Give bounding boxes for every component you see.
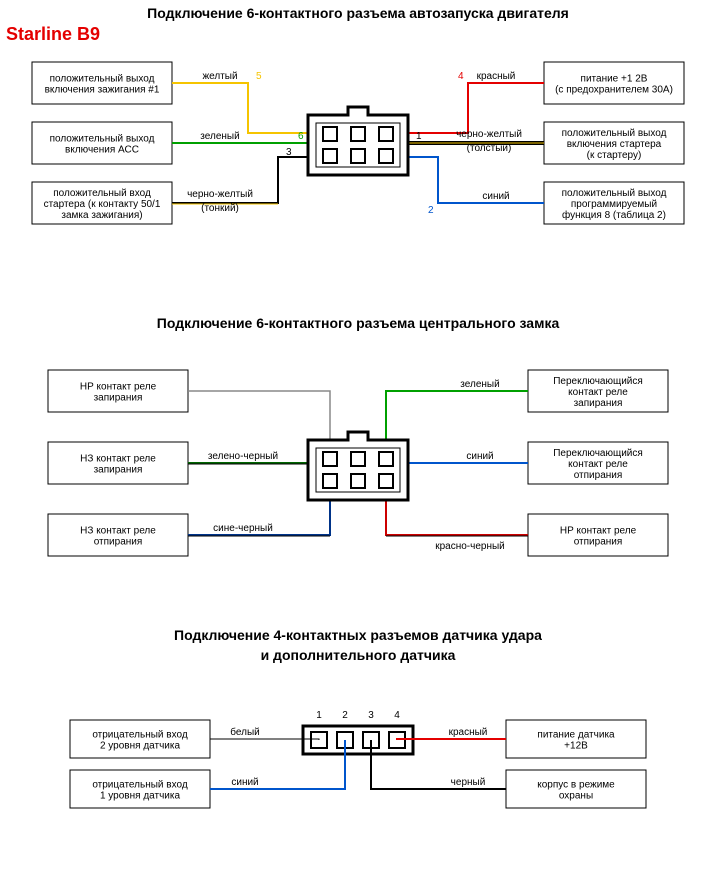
svg-text:(с предохранителем 30А): (с предохранителем 30А) (555, 85, 673, 96)
svg-text:НЗ контакт реле: НЗ контакт реле (80, 454, 156, 465)
svg-text:отрицательный вход: отрицательный вход (92, 730, 187, 741)
svg-text:1: 1 (416, 131, 422, 142)
svg-text:4: 4 (458, 71, 464, 82)
svg-text:синий: синий (482, 191, 509, 202)
svg-text:запирания: запирания (94, 465, 143, 476)
svg-text:6: 6 (298, 131, 304, 142)
svg-text:положительный выход: положительный выход (562, 128, 667, 139)
svg-text:корпус в режиме: корпус в режиме (537, 780, 615, 791)
svg-text:3: 3 (286, 147, 292, 158)
svg-text:стартера (к контакту 50/1: стартера (к контакту 50/1 (44, 199, 161, 210)
svg-text:запирания: запирания (574, 398, 623, 409)
svg-text:2: 2 (342, 710, 348, 721)
svg-text:охраны: охраны (559, 791, 593, 802)
svg-text:сине-черный: сине-черный (213, 523, 273, 534)
svg-text:питание датчика: питание датчика (537, 730, 615, 741)
svg-text:белый: белый (230, 726, 259, 738)
svg-text:зеленый: зеленый (200, 131, 239, 142)
svg-text:3: 3 (368, 710, 374, 721)
svg-text:(толстый): (толстый) (467, 143, 512, 154)
svg-text:черно-желтый: черно-желтый (456, 129, 522, 140)
svg-text:отпирания: отпирания (94, 537, 143, 548)
svg-text:НР контакт реле: НР контакт реле (80, 382, 157, 393)
svg-text:красно-черный: красно-черный (435, 541, 505, 552)
svg-text:положительный выход: положительный выход (50, 134, 155, 145)
brand-label: Starline B9 (6, 24, 100, 44)
svg-text:красный: красный (449, 727, 488, 738)
svg-text:4: 4 (394, 710, 400, 721)
svg-text:включения АСС: включения АСС (65, 145, 139, 156)
svg-text:2 уровня датчика: 2 уровня датчика (100, 741, 181, 752)
svg-text:зеленый: зеленый (460, 379, 499, 390)
svg-text:функция 8 (таблица 2): функция 8 (таблица 2) (562, 209, 666, 221)
svg-text:синий: синий (231, 777, 258, 788)
svg-text:НЗ контакт реле: НЗ контакт реле (80, 526, 156, 537)
svg-text:1: 1 (316, 710, 322, 721)
wiring-diagram: Подключение 6-контактного разъема автоза… (0, 0, 716, 879)
svg-text:5: 5 (256, 71, 262, 82)
svg-text:отпирания: отпирания (574, 537, 623, 548)
section1-title: Подключение 6-контактного разъема автоза… (147, 5, 569, 21)
svg-text:2: 2 (428, 205, 434, 216)
svg-text:Переключающийся: Переключающийся (553, 448, 643, 459)
svg-text:положительный выход: положительный выход (562, 188, 667, 199)
svg-text:желтый: желтый (202, 71, 237, 82)
svg-text:положительный вход: положительный вход (53, 188, 151, 199)
svg-text:контакт реле: контакт реле (568, 459, 628, 470)
svg-text:зелено-черный: зелено-черный (208, 451, 278, 462)
svg-text:+12В: +12В (564, 741, 588, 752)
svg-text:отпирания: отпирания (574, 470, 623, 481)
svg-text:синий: синий (466, 451, 493, 462)
svg-text:включения зажигания #1: включения зажигания #1 (45, 85, 160, 96)
svg-text:Переключающийся: Переключающийся (553, 376, 643, 387)
svg-text:черно-желтый: черно-желтый (187, 189, 253, 200)
svg-text:(тонкий): (тонкий) (201, 203, 239, 214)
svg-text:запирания: запирания (94, 393, 143, 404)
svg-text:замка зажигания): замка зажигания) (61, 210, 142, 221)
svg-text:положительный выход: положительный выход (50, 74, 155, 85)
svg-text:1 уровня датчика: 1 уровня датчика (100, 791, 181, 802)
section3-title-2: и дополнительного датчика (261, 647, 456, 663)
svg-text:красный: красный (477, 71, 516, 82)
svg-text:отрицательный вход: отрицательный вход (92, 780, 187, 791)
svg-text:питание +1 2В: питание +1 2В (581, 74, 648, 85)
svg-text:черный: черный (451, 777, 486, 788)
svg-text:программируемый: программируемый (571, 199, 657, 210)
section3-title-1: Подключение 4-контактных разъемов датчик… (174, 627, 542, 643)
svg-text:контакт реле: контакт реле (568, 387, 628, 398)
svg-text:НР контакт реле: НР контакт реле (560, 526, 637, 537)
svg-text:(к стартеру): (к стартеру) (587, 150, 642, 161)
svg-text:включения стартера: включения стартера (567, 139, 662, 150)
section2-title: Подключение 6-контактного разъема центра… (157, 315, 560, 331)
